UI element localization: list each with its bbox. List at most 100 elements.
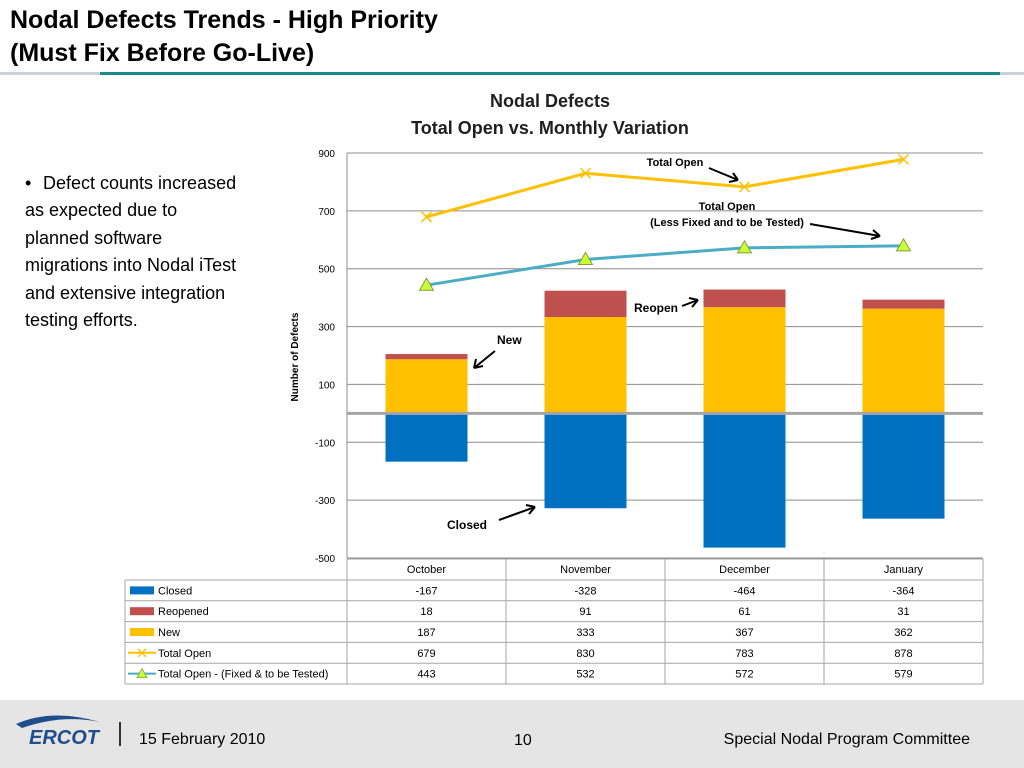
- bar-closed: [703, 413, 786, 548]
- annotation-reopen-arrowhead: [688, 297, 699, 308]
- table-cell: -364: [892, 585, 914, 597]
- annotation-total-open-less-line1: Total Open: [699, 201, 756, 213]
- title-rule-accent-right: [1000, 72, 1024, 75]
- bar-new: [385, 359, 468, 414]
- annotation-total-open: Total Open: [647, 157, 704, 169]
- ercot-logo-text: ERCOT: [29, 727, 101, 749]
- footer-divider: [119, 722, 121, 746]
- footer-date: 15 February 2010: [139, 731, 266, 748]
- annotation-reopen: Reopen: [634, 301, 678, 315]
- annotation-closed-arrow: [498, 506, 536, 521]
- table-cell: 579: [894, 669, 912, 681]
- annotation-closed: Closed: [447, 518, 487, 532]
- y-tick-label: 100: [318, 380, 335, 391]
- table-cell: 187: [417, 627, 435, 639]
- chart-title: Nodal Defects: [490, 91, 610, 111]
- annotation-new: New: [497, 333, 522, 347]
- table-cell: -328: [574, 585, 596, 597]
- y-tick-label: -100: [315, 438, 335, 449]
- table-cell: 61: [738, 606, 750, 618]
- table-cell: 830: [576, 648, 594, 660]
- x-category-label: October: [407, 564, 446, 576]
- table-cell: 18: [420, 606, 432, 618]
- table-cell: 783: [735, 648, 753, 660]
- annotation-total-open-arrow: [708, 167, 739, 181]
- title-rule: [0, 72, 1024, 75]
- x-category-label: December: [719, 564, 770, 576]
- legend-key-new: [130, 628, 154, 636]
- line-layer: [418, 153, 912, 291]
- bar-closed: [544, 413, 627, 509]
- point-total-open-fixed: [577, 251, 594, 265]
- bar-reopened: [385, 354, 468, 360]
- chart: 900 700 500 300 100 -100 -300 -500 Nodal Defect…: [124, 91, 984, 685]
- bar-reopened: [862, 299, 945, 309]
- table-cell: 333: [576, 627, 594, 639]
- annotation-total-open-less-line2: (Less Fixed and to be Tested): [650, 217, 804, 229]
- table-cell: 878: [894, 648, 912, 660]
- bar-closed: [385, 413, 468, 462]
- point-total-open: [897, 153, 910, 165]
- legend-key-reopened: [130, 607, 154, 616]
- bullet-text: Defect counts increased as expected due …: [25, 173, 237, 331]
- slide-title-line2: (Must Fix Before Go-Live): [10, 39, 315, 67]
- table-cell: -167: [415, 585, 437, 597]
- annotation-reopen-arrow: [681, 299, 699, 307]
- y-tick-label: 500: [318, 265, 335, 276]
- ercot-swoosh-icon: ERCOT: [16, 715, 101, 749]
- line-total-open: [426, 157, 904, 219]
- bar-new: [544, 317, 627, 414]
- table-row-label: Closed: [158, 585, 192, 597]
- bar-new: [703, 307, 786, 414]
- page-number: 10: [514, 732, 532, 749]
- table-cell: 91: [579, 606, 591, 618]
- bar-reopened: [544, 290, 627, 318]
- table-row-label: New: [158, 627, 180, 639]
- y-axis-label: Number of Defects: [290, 312, 301, 401]
- legend-key-total-open-fixed-marker: [136, 667, 148, 678]
- bullet-dot-icon: •: [25, 173, 32, 193]
- table-cell: 362: [894, 627, 912, 639]
- table-cell: 532: [576, 669, 594, 681]
- ercot-logo: ERCOT: [12, 710, 107, 750]
- table-cell: 367: [735, 627, 753, 639]
- table-row-label: Total Open - (Fixed & to be Tested): [158, 669, 328, 681]
- x-category-label: January: [884, 564, 924, 576]
- y-tick-label: 300: [318, 323, 335, 334]
- table-row-label: Total Open: [158, 648, 211, 660]
- x-category-label: November: [560, 564, 611, 576]
- legend-key-total-open-marker: [137, 648, 147, 658]
- bar-closed: [862, 413, 945, 519]
- title-rule-accent: [0, 72, 100, 75]
- point-total-open-fixed: [895, 237, 912, 252]
- table-cell: 572: [735, 669, 753, 681]
- annotation-total-open-less-arrowhead: [870, 229, 881, 240]
- point-total-open: [420, 211, 433, 223]
- annotation-closed-arrowhead: [525, 504, 536, 515]
- y-tick-label: 700: [318, 207, 335, 218]
- line-total-open-fixed: [426, 244, 904, 287]
- y-tick-labels: 900 700 500 300 100 -100 -300 -500: [315, 149, 335, 565]
- table-cell: -464: [733, 585, 755, 597]
- y-tick-label: 900: [318, 149, 335, 160]
- y-tick-label: -500: [315, 554, 335, 565]
- footer-committee: Special Nodal Program Committee: [723, 731, 970, 748]
- footer-bar: [0, 700, 1024, 768]
- table-cell: 443: [417, 669, 435, 681]
- bar-layer: [385, 289, 945, 548]
- chart-subtitle: Total Open vs. Monthly Variation: [411, 118, 689, 138]
- slide-title: Nodal Defects Trends - High Priority (Mu…: [10, 4, 1010, 70]
- table-cell: 31: [897, 606, 909, 618]
- annotation-new-arrow: [473, 350, 496, 369]
- y-tick-label: -300: [315, 496, 335, 507]
- annotation-new-arrowhead: [473, 358, 484, 369]
- annotation-total-open-less-arrow: [809, 223, 881, 237]
- legend-key-closed: [130, 586, 154, 595]
- table-cell: 679: [417, 648, 435, 660]
- point-total-open: [738, 181, 751, 193]
- point-total-open-fixed: [736, 239, 753, 254]
- bullet-list: • Defect counts increased as expected due…: [25, 170, 240, 334]
- point-total-open-fixed: [418, 277, 435, 291]
- data-table: October November December January Closed -167…: [124, 558, 984, 685]
- slide-title-line1: Nodal Defects Trends - High Priority: [10, 6, 438, 34]
